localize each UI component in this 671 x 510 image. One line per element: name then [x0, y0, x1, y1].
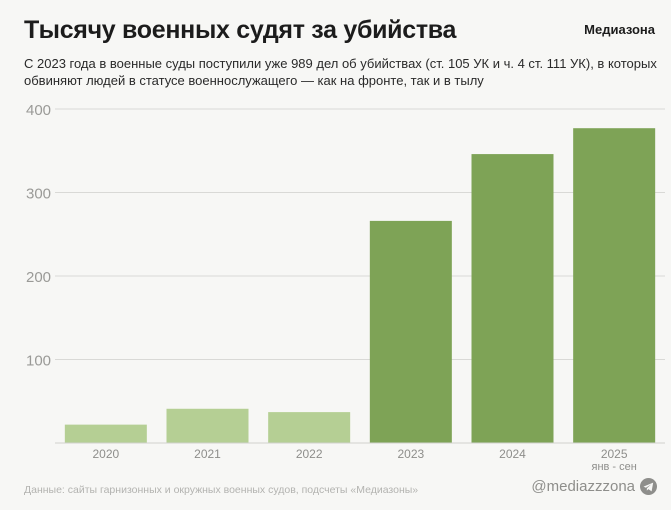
x-tick-label-2021: 2021 [194, 447, 221, 461]
brand-logo: Медиазона [584, 22, 655, 37]
handle-text: @mediazzzona [531, 478, 635, 495]
x-tick-label-2020: 2020 [92, 447, 119, 461]
chart-title: Тысячу военных судят за убийства [24, 16, 457, 44]
y-tick-label-200: 200 [26, 269, 51, 286]
x-tick-sublabel-2025: янв - сен [591, 461, 636, 473]
y-tick-label-400: 400 [26, 102, 51, 119]
source-note: Данные: сайты гарнизонных и окружных вое… [24, 484, 419, 496]
x-tick-label-2022: 2022 [296, 447, 323, 461]
chart-subtitle: С 2023 года в военные суды поступили уже… [24, 56, 657, 88]
x-tick-label-2025: 2025 [601, 447, 628, 461]
telegram-icon [640, 478, 657, 495]
x-tick-label-2024: 2024 [499, 447, 526, 461]
bar-2025 [573, 128, 656, 443]
bar-2024 [471, 154, 554, 443]
y-tick-label-300: 300 [26, 186, 51, 203]
bar-2023 [369, 220, 452, 443]
social-handle[interactable]: @mediazzzona [531, 478, 657, 495]
x-tick-label-2023: 2023 [397, 447, 424, 461]
bar-2020 [64, 424, 147, 443]
bar-2021 [166, 408, 249, 443]
y-tick-label-100: 100 [26, 353, 51, 370]
bar-2022 [268, 412, 351, 443]
